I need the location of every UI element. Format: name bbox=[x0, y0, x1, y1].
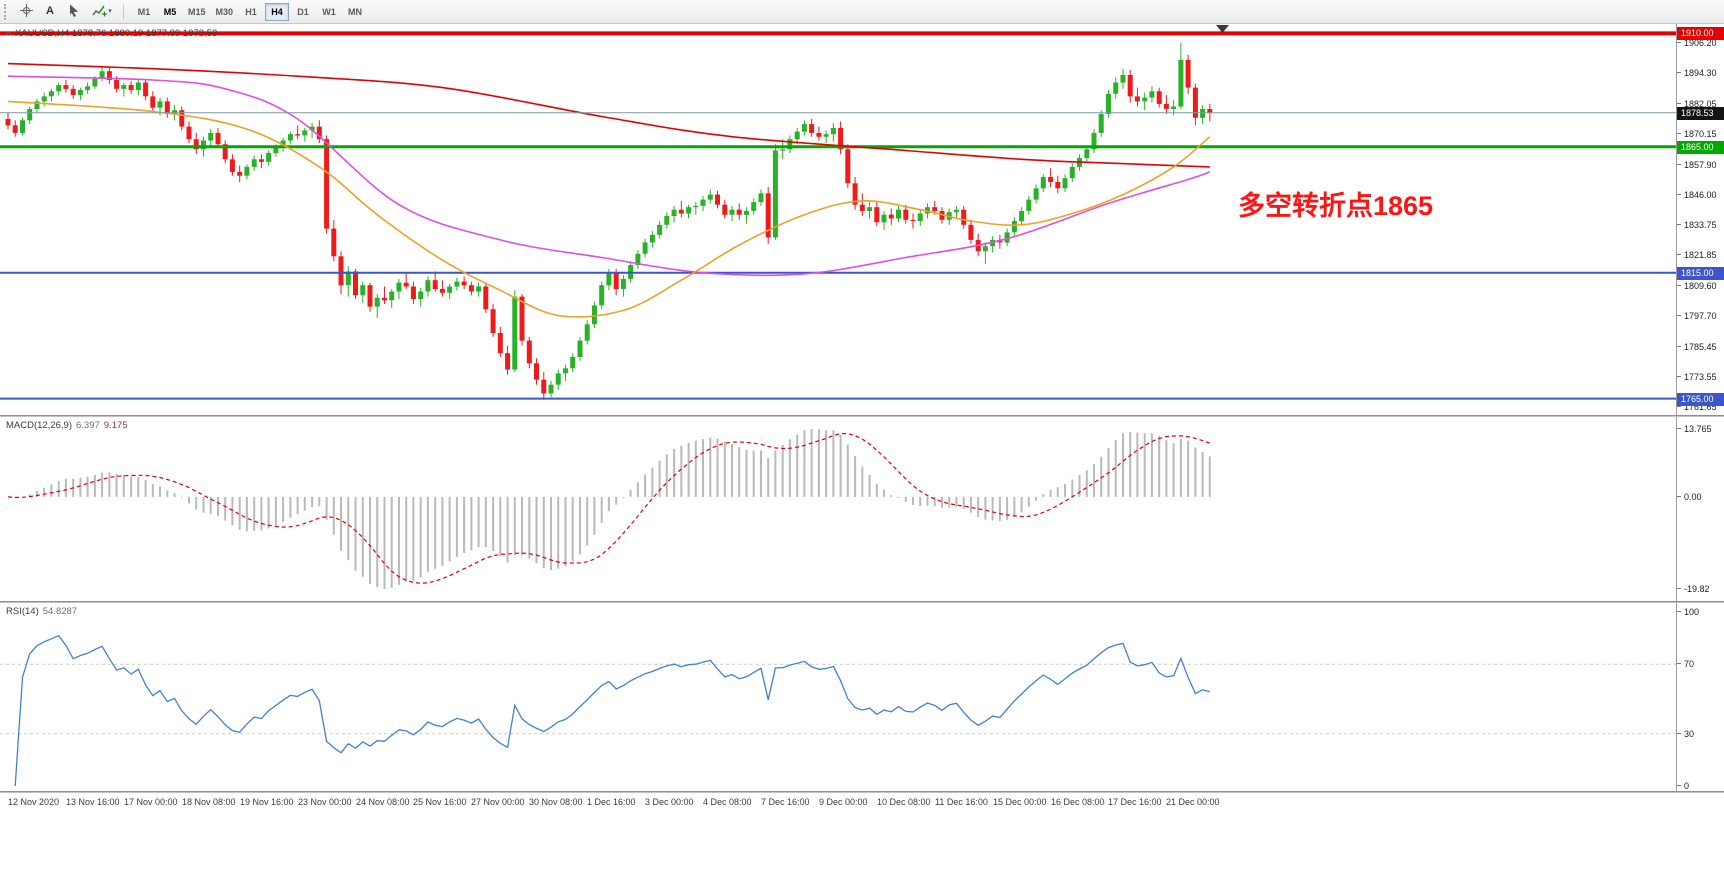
pane-splitter[interactable] bbox=[0, 791, 1724, 793]
rsi-pane: RSI(14) 54.8287 100 70 30 0 bbox=[0, 603, 1724, 791]
toolbar: A ▾ M1 M5 M15 M30 H1 H4 D1 W1 MN bbox=[0, 0, 1724, 24]
cursor-button[interactable] bbox=[62, 2, 86, 22]
price-badge-1765.00: 1765.00 bbox=[1677, 393, 1724, 406]
rsi-axis-label: 30 bbox=[1677, 729, 1724, 739]
pane-splitter[interactable] bbox=[0, 601, 1724, 603]
price-badge-1910.00: 1910.00 bbox=[1677, 27, 1724, 40]
main-chart-plot[interactable]: ▼ XAUUSD,H4 1878.76 1880.19 1877.89 1878.… bbox=[0, 24, 1676, 415]
time-axis-label: 7 Dec 16:00 bbox=[761, 797, 810, 807]
time-axis-label: 21 Dec 00:00 bbox=[1166, 797, 1220, 807]
timeframe-button-M1[interactable]: M1 bbox=[132, 3, 156, 21]
rsi-axis[interactable]: 100 70 30 0 bbox=[1676, 603, 1724, 791]
price-axis[interactable]: 1906.20 1894.30 1882.05 1870.15 1857.90 1846.… bbox=[1676, 24, 1724, 415]
fast-ma-orange bbox=[7, 100, 1211, 318]
timeframe-button-H1[interactable]: H1 bbox=[239, 3, 263, 21]
price-axis-label: 1894.30 bbox=[1677, 68, 1724, 78]
chart-annotation[interactable]: 多空转折点1865 bbox=[1238, 191, 1434, 221]
price-axis-label: 1870.15 bbox=[1677, 129, 1724, 139]
time-axis-label: 16 Dec 08:00 bbox=[1051, 797, 1105, 807]
main-chart-pane: ▼ XAUUSD,H4 1878.76 1880.19 1877.89 1878.… bbox=[0, 24, 1724, 415]
cursor-icon bbox=[68, 4, 80, 20]
time-axis-label: 1 Dec 16:00 bbox=[587, 797, 636, 807]
rsi-line bbox=[14, 634, 1210, 787]
toolbar-grip[interactable] bbox=[4, 3, 10, 20]
price-axis-label: 1821.85 bbox=[1677, 250, 1724, 260]
price-axis-label: 1773.55 bbox=[1677, 372, 1724, 382]
time-axis-label: 11 Dec 16:00 bbox=[935, 797, 988, 807]
macd-axis-label: -19.82 bbox=[1677, 584, 1724, 594]
macd-histogram bbox=[14, 429, 1211, 589]
timeframe-button-M30[interactable]: M30 bbox=[212, 3, 238, 21]
indicators-button[interactable]: ▾ bbox=[86, 2, 118, 22]
timeframe-button-D1[interactable]: D1 bbox=[291, 3, 315, 21]
macd-signal-line bbox=[7, 433, 1211, 584]
bottom-empty-space bbox=[0, 813, 1724, 894]
macd-label: MACD(12,26,9) 6.397 9.175 bbox=[6, 420, 128, 431]
rsi-canvas bbox=[0, 634, 1676, 787]
macd-axis-label: 13.765 bbox=[1677, 424, 1724, 434]
price-axis-label: 1833.75 bbox=[1677, 220, 1724, 230]
slow-ma-red bbox=[7, 62, 1210, 168]
mid-ma-magenta bbox=[7, 75, 1211, 277]
price-axis-label: 1809.60 bbox=[1677, 281, 1724, 291]
rsi-axis-label: 70 bbox=[1677, 659, 1724, 669]
text-icon: A bbox=[46, 5, 54, 17]
time-axis-label: 18 Nov 08:00 bbox=[182, 797, 236, 807]
macd-canvas bbox=[7, 429, 1211, 589]
timeframe-group: M1 M5 M15 M30 H1 H4 D1 W1 MN bbox=[131, 2, 368, 21]
symbol-ohlc-line: ▼ XAUUSD,H4 1878.76 1880.19 1877.89 1878.… bbox=[5, 28, 218, 39]
price-axis-label: 1797.70 bbox=[1677, 311, 1724, 321]
time-axis-label: 30 Nov 08:00 bbox=[529, 797, 583, 807]
time-axis-label: 4 Dec 08:00 bbox=[703, 797, 752, 807]
price-badge-1865.00: 1865.00 bbox=[1677, 141, 1724, 154]
indicators-icon bbox=[92, 4, 108, 20]
timeframe-button-M15[interactable]: M15 bbox=[184, 3, 210, 21]
time-axis-label: 3 Dec 00:00 bbox=[645, 797, 694, 807]
price-axis-label: 1906.20 bbox=[1677, 38, 1724, 48]
macd-panel[interactable]: MACD(12,26,9) 6.397 9.175 bbox=[0, 417, 1676, 601]
timeframe-button-M5[interactable]: M5 bbox=[158, 3, 182, 21]
crosshair-icon bbox=[19, 3, 33, 20]
collapse-triangle-icon: ▼ bbox=[5, 31, 12, 38]
text-label-button[interactable]: A bbox=[38, 2, 62, 22]
rsi-label: RSI(14) 54.8287 bbox=[6, 606, 78, 617]
rsi-panel[interactable]: RSI(14) 54.8287 bbox=[0, 603, 1676, 791]
pane-splitter[interactable] bbox=[0, 415, 1724, 417]
bid-price-badge: 1878.53 bbox=[1677, 107, 1724, 120]
macd-axis[interactable]: 13.765 0.00 -19.82 bbox=[1676, 417, 1724, 601]
time-axis-label: 15 Dec 00:00 bbox=[993, 797, 1047, 807]
time-axis-label: 12 Nov 2020 bbox=[8, 797, 60, 807]
time-axis-label: 19 Nov 16:00 bbox=[240, 797, 294, 807]
toolbar-separator bbox=[123, 3, 124, 20]
time-axis-label: 17 Dec 16:00 bbox=[1108, 797, 1162, 807]
price-axis-label: 1857.90 bbox=[1677, 160, 1724, 170]
price-axis-label: 1785.45 bbox=[1677, 342, 1724, 352]
candlestick-series bbox=[5, 43, 1213, 400]
time-axis-label: 10 Dec 08:00 bbox=[877, 797, 931, 807]
time-axis-label: 17 Nov 00:00 bbox=[124, 797, 178, 807]
price-axis-label: 1846.00 bbox=[1677, 190, 1724, 200]
timeframe-button-W1[interactable]: W1 bbox=[317, 3, 341, 21]
time-axis[interactable]: 12 Nov 2020 13 Nov 16:00 17 Nov 00:00 18 No… bbox=[0, 793, 1724, 813]
macd-pane: MACD(12,26,9) 6.397 9.175 13.765 0.00 -19.82 bbox=[0, 417, 1724, 601]
timeframe-button-MN[interactable]: MN bbox=[343, 3, 367, 21]
time-axis-label: 24 Nov 08:00 bbox=[356, 797, 410, 807]
time-axis-label: 27 Nov 00:00 bbox=[471, 797, 525, 807]
time-axis-label: 23 Nov 00:00 bbox=[298, 797, 352, 807]
price-badge-1815.00: 1815.00 bbox=[1677, 267, 1724, 280]
price-axis-label: 1882.05 bbox=[1677, 99, 1724, 109]
timeframe-button-H4[interactable]: H4 bbox=[265, 2, 290, 21]
time-axis-label: 9 Dec 00:00 bbox=[819, 797, 868, 807]
price-axis-label: 1761.65 bbox=[1677, 402, 1724, 412]
main-chart-canvas bbox=[0, 25, 1676, 400]
rsi-axis-label: 100 bbox=[1677, 607, 1724, 617]
chart-shift-marker[interactable] bbox=[1216, 25, 1229, 33]
chevron-down-icon: ▾ bbox=[108, 8, 112, 15]
time-axis-label: 25 Nov 16:00 bbox=[413, 797, 467, 807]
time-axis-label: 13 Nov 16:00 bbox=[66, 797, 120, 807]
macd-axis-label: 0.00 bbox=[1677, 492, 1724, 502]
rsi-axis-label: 0 bbox=[1677, 781, 1724, 791]
crosshair-button[interactable] bbox=[14, 2, 38, 22]
